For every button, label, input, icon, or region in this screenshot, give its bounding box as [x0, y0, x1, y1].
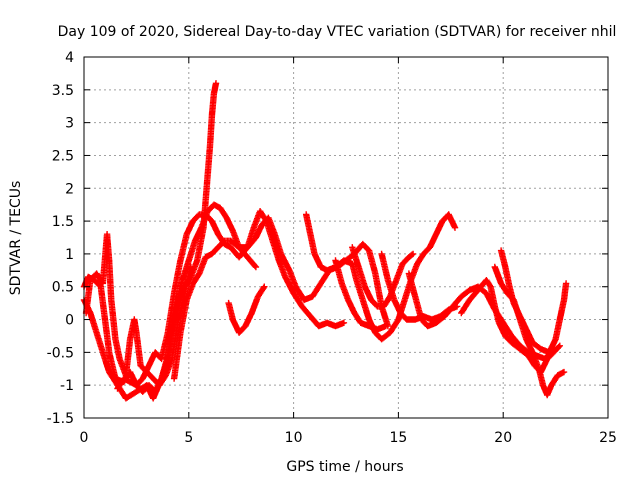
series-5 — [170, 214, 392, 382]
y-tick-label: 1.5 — [52, 214, 74, 230]
y-axis-label: SDTVAR / TECUs — [8, 181, 24, 296]
chart-title: Day 109 of 2020, Sidereal Day-to-day VTE… — [58, 24, 617, 40]
x-tick-label: 15 — [389, 430, 407, 446]
x-axis-label: GPS time / hours — [286, 459, 403, 475]
x-tick-label: 25 — [599, 430, 617, 446]
y-tick-label: 2 — [65, 181, 74, 197]
y-tick-label: 4 — [65, 50, 74, 66]
series-14 — [497, 247, 570, 356]
data-series — [80, 80, 570, 402]
y-tick-label: 0.5 — [52, 280, 74, 296]
x-tick-label: 20 — [494, 430, 512, 446]
y-tick-label: 3 — [65, 116, 74, 132]
y-tick-label: -1.5 — [47, 411, 74, 427]
series-markers — [114, 80, 220, 395]
y-tick-label: 2.5 — [52, 148, 74, 164]
x-axis: 0 5 10 15 20 25 — [80, 57, 617, 446]
y-tick-label: -0.5 — [47, 345, 74, 361]
series-markers — [332, 257, 389, 333]
series-8 — [332, 257, 389, 333]
x-tick-label: 5 — [184, 430, 193, 446]
y-tick-label: 0 — [65, 313, 74, 329]
y-tick-label: 3.5 — [52, 83, 74, 99]
series-markers — [170, 214, 392, 382]
plot-frame — [83, 56, 609, 419]
series-markers — [225, 283, 268, 336]
y-tick-label: -1 — [60, 378, 74, 394]
y-tick-label: 1 — [65, 247, 74, 263]
x-tick-label: 0 — [80, 430, 89, 446]
series-4 — [114, 80, 220, 395]
x-tick-label: 10 — [285, 430, 303, 446]
y-axis: -1.5 -1 -0.5 0 0.5 1 1.5 2 2.5 3 3.5 4 — [47, 50, 608, 427]
series-6 — [225, 283, 268, 336]
series-markers — [497, 247, 570, 356]
